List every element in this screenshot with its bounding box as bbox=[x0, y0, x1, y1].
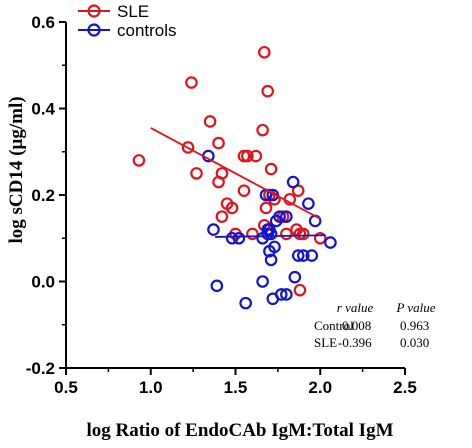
controls-point bbox=[256, 275, 269, 288]
controls-regression-line bbox=[215, 234, 326, 238]
y-tick-label: 0.0 bbox=[31, 273, 55, 292]
plot-area bbox=[132, 45, 337, 310]
x-tick-label: 1.0 bbox=[139, 378, 163, 397]
controls-point bbox=[302, 197, 315, 210]
controls-point bbox=[210, 279, 224, 293]
sle-point bbox=[259, 201, 273, 215]
legend-label-controls: controls bbox=[117, 21, 177, 40]
sle-point bbox=[190, 167, 203, 180]
x-axis-title: log Ratio of EndoCAb IgM:Total IgM bbox=[86, 420, 393, 441]
controls-point bbox=[232, 231, 246, 245]
stats-row-control-p: 0.963 bbox=[400, 318, 429, 333]
sle-point bbox=[293, 283, 307, 297]
controls-point bbox=[266, 292, 280, 306]
legend-item-controls: controls bbox=[78, 21, 177, 40]
legend: SLE controls bbox=[78, 2, 177, 40]
sle-point bbox=[132, 154, 146, 167]
x-tick-label: 1.5 bbox=[224, 378, 248, 397]
sle-point bbox=[203, 115, 217, 128]
sle-point bbox=[225, 201, 239, 215]
y-axis-title: log sCD14 (µg/ml) bbox=[6, 96, 27, 243]
x-tick-label: 2.0 bbox=[308, 378, 332, 397]
controls-point bbox=[305, 249, 319, 262]
sle-point bbox=[212, 136, 225, 150]
stats-row-sle-r: -0.396 bbox=[338, 335, 372, 350]
stats-row-sle-label: SLE bbox=[314, 335, 337, 350]
y-tick-label: 0.2 bbox=[31, 186, 55, 205]
controls-point bbox=[291, 249, 305, 262]
controls-point bbox=[207, 223, 220, 236]
axes: -0.2 0.0 0.2 0.4 0.6 0.5 1.0 1.5 2.0 2.5 bbox=[26, 13, 417, 397]
legend-label-sle: SLE bbox=[117, 2, 149, 21]
x-tick-label: 2.5 bbox=[393, 378, 417, 397]
y-tick-label: -0.2 bbox=[26, 359, 55, 378]
sle-point bbox=[280, 227, 293, 241]
controls-point bbox=[324, 236, 337, 249]
controls-point bbox=[268, 240, 281, 254]
stats-row-control-r: 0.008 bbox=[342, 318, 371, 333]
controls-point bbox=[261, 223, 275, 236]
sle-point bbox=[256, 123, 269, 137]
stats-row-control-label: Control bbox=[314, 318, 354, 333]
sle-point bbox=[296, 227, 310, 241]
sle-point bbox=[241, 149, 254, 163]
controls-point bbox=[280, 210, 293, 223]
sle-point bbox=[249, 149, 263, 163]
controls-point bbox=[296, 249, 310, 262]
y-tick-label: 0.4 bbox=[31, 100, 55, 119]
stats-header-r: r value bbox=[337, 300, 374, 315]
controls-point bbox=[239, 296, 252, 310]
sle-point bbox=[185, 76, 198, 89]
sle-point bbox=[215, 210, 229, 223]
controls-point bbox=[264, 253, 278, 267]
sle-point bbox=[212, 175, 225, 189]
sle-point bbox=[261, 84, 275, 98]
x-tick-label: 0.5 bbox=[54, 378, 78, 397]
sle-point bbox=[264, 162, 278, 176]
sle-point bbox=[181, 141, 195, 154]
stats-header-p: P value bbox=[395, 300, 435, 315]
sle-point bbox=[313, 231, 327, 245]
sle-point bbox=[258, 45, 271, 59]
controls-point bbox=[225, 231, 239, 245]
sle-point bbox=[246, 227, 259, 241]
controls-point bbox=[266, 188, 280, 202]
legend-item-sle: SLE bbox=[78, 2, 149, 21]
stats-table: r value P value Control 0.008 0.963 SLE … bbox=[314, 300, 436, 350]
controls-point bbox=[286, 175, 300, 189]
controls-point bbox=[273, 210, 286, 223]
sle-regression-line bbox=[150, 127, 321, 220]
stats-row-sle-p: 0.030 bbox=[400, 335, 429, 350]
controls-point bbox=[280, 288, 293, 301]
y-tick-label: 0.6 bbox=[31, 13, 55, 32]
sle-point bbox=[237, 184, 251, 197]
controls-point bbox=[288, 270, 302, 284]
